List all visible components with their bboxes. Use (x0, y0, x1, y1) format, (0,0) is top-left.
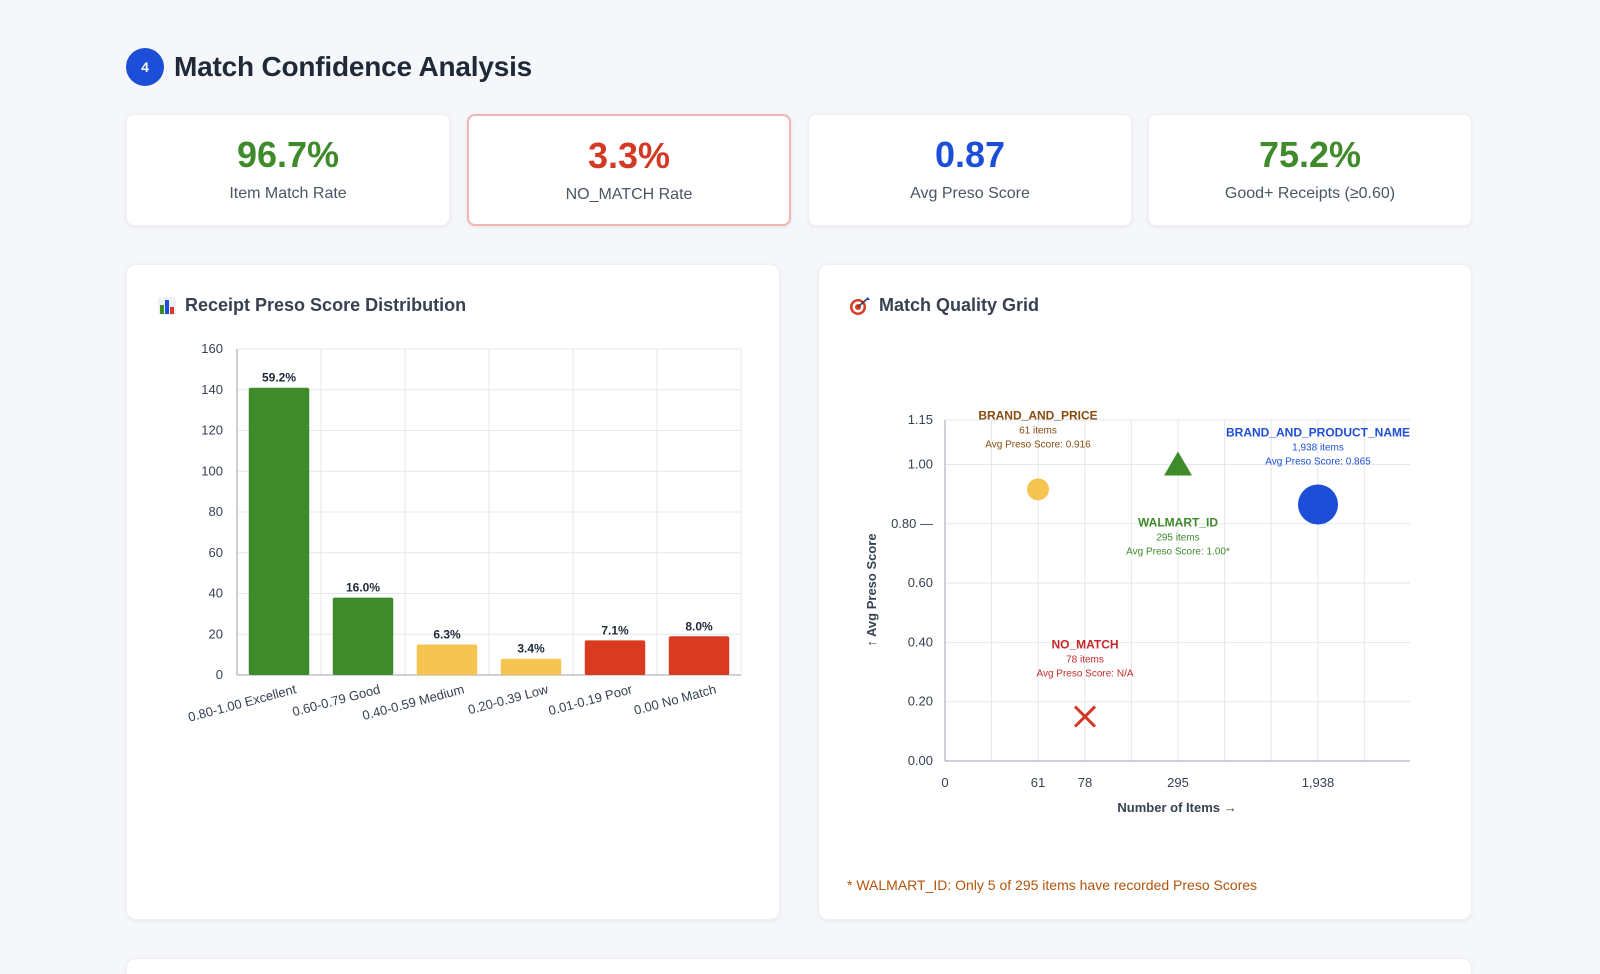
point-marker (1164, 451, 1192, 476)
bar-data-label: 59.2% (262, 371, 296, 385)
x-axis-title: Number of Items → (1117, 800, 1236, 815)
stat-value: 75.2% (1258, 134, 1362, 175)
y-tick-label: 40 (209, 586, 223, 601)
bar-data-label: 7.1% (601, 623, 629, 637)
x-tick-label: 78 (1078, 775, 1092, 790)
point-marker (1073, 705, 1097, 728)
grid-panel-title: Match Quality Grid (879, 295, 1040, 315)
point-score-label: Avg Preso Score: N/A (1036, 669, 1133, 680)
section-header: 4 Match Confidence Analysis (126, 48, 532, 86)
walmart-id-footnote: * WALMART_ID: Only 5 of 295 items have r… (847, 877, 1258, 893)
bar-chart: 0 20 40 60 80 100 120 140 160 59.2% 0.80-1.00 Exce… (186, 341, 742, 725)
point-score-label: Avg Preso Score: 0.916 (985, 439, 1091, 450)
x-tick-label: 0.00 No Match (632, 681, 718, 717)
stat-label: Item Match Rate (229, 185, 347, 202)
point-score-label: Avg Preso Score: 0.865 (1265, 457, 1371, 468)
y-axis-title: ↑ Avg Preso Score (864, 533, 879, 646)
point-marker (1027, 478, 1049, 501)
stat-card-no-match-rate: 3.3% NO_MATCH Rate (467, 114, 791, 226)
x-tick-label: 0 (941, 775, 948, 790)
stat-label: Good+ Receipts (≥0.60) (1224, 185, 1396, 202)
y-tick-label: 0.20 (908, 694, 933, 709)
bar (332, 597, 394, 675)
bar (416, 644, 478, 675)
x-tick-label: 0.20-0.39 Low (466, 681, 550, 717)
y-tick-label: 120 (201, 423, 223, 438)
stat-value: 96.7% (236, 134, 340, 175)
y-tick-label: 80 (209, 504, 223, 519)
bar (248, 387, 310, 675)
panel-title: Receipt Preso Score Distribution (157, 295, 466, 316)
bar (500, 658, 562, 675)
section-title: Match Confidence Analysis (174, 51, 533, 82)
point-name-label: WALMART_ID (1138, 515, 1218, 529)
stat-card-avg-preso-score: 0.87 Avg Preso Score (808, 114, 1132, 226)
stat-card-good-receipts: 75.2% Good+ Receipts (≥0.60) (1148, 114, 1472, 226)
bar-data-label: 16.0% (346, 581, 380, 595)
target-icon (850, 296, 870, 315)
preso-distribution-panel: Receipt Preso Score Distribution 0 20 40 60… (126, 264, 780, 920)
stat-label: NO_MATCH Rate (565, 186, 693, 203)
stat-value: 3.3% (587, 135, 671, 176)
point-items-label: 1,938 items (1292, 443, 1344, 454)
point-name-label: BRAND_AND_PRICE (978, 408, 1097, 422)
stat-card-item-match-rate: 96.7% Item Match Rate (126, 114, 450, 226)
next-section-panel (126, 958, 1472, 974)
panel-title: Match Quality Grid (849, 295, 1039, 316)
y-tick-label: 0.80 — (891, 516, 933, 531)
x-tick-label: 295 (1167, 775, 1189, 790)
y-tick-label: 60 (209, 545, 223, 560)
point-items-label: 295 items (1156, 532, 1199, 543)
y-tick-label: 0.60 (908, 575, 933, 590)
bar (668, 636, 730, 675)
match-quality-grid-panel: Match Quality Grid 0.00 0.20 0.40 0.60 0.80 … (818, 264, 1472, 920)
x-tick-label: 61 (1031, 775, 1045, 790)
bar-panel-title: Receipt Preso Score Distribution (185, 295, 467, 315)
bar-data-label: 6.3% (433, 627, 461, 641)
stat-value: 0.87 (934, 134, 1006, 175)
bar-chart-icon (158, 296, 176, 315)
point-score-label: Avg Preso Score: 1.00* (1126, 546, 1230, 557)
y-tick-label: 1.15 (908, 412, 933, 427)
y-tick-label: 160 (201, 341, 223, 356)
point-items-label: 61 items (1019, 425, 1057, 436)
y-tick-label: 100 (201, 463, 223, 478)
point-name-label: BRAND_AND_PRODUCT_NAME (1226, 426, 1410, 440)
point-name-label: NO_MATCH (1051, 638, 1118, 652)
y-tick-label: 140 (201, 382, 223, 397)
bar (584, 640, 646, 675)
y-tick-label: 0.40 (908, 634, 933, 649)
point-items-label: 78 items (1066, 655, 1104, 666)
step-number-badge: 4 (126, 48, 164, 86)
y-tick-label: 1.00 (908, 456, 933, 471)
x-tick-label: 0.01-0.19 Poor (547, 681, 635, 718)
point-marker (1298, 484, 1338, 525)
bar-data-label: 3.4% (517, 642, 545, 656)
y-tick-label: 0 (216, 667, 223, 682)
stat-label: Avg Preso Score (910, 185, 1030, 202)
y-tick-label: 0.00 (908, 753, 933, 768)
y-tick-label: 20 (209, 626, 223, 641)
x-tick-label: 0.80-1.00 Excellent (186, 681, 298, 724)
scatter-chart: 0.00 0.20 0.40 0.60 0.80 — 1.00 1.15 0 61 78 295 1,… (864, 408, 1410, 815)
bar-data-label: 8.0% (685, 619, 713, 633)
x-tick-label: 1,938 (1302, 775, 1335, 790)
